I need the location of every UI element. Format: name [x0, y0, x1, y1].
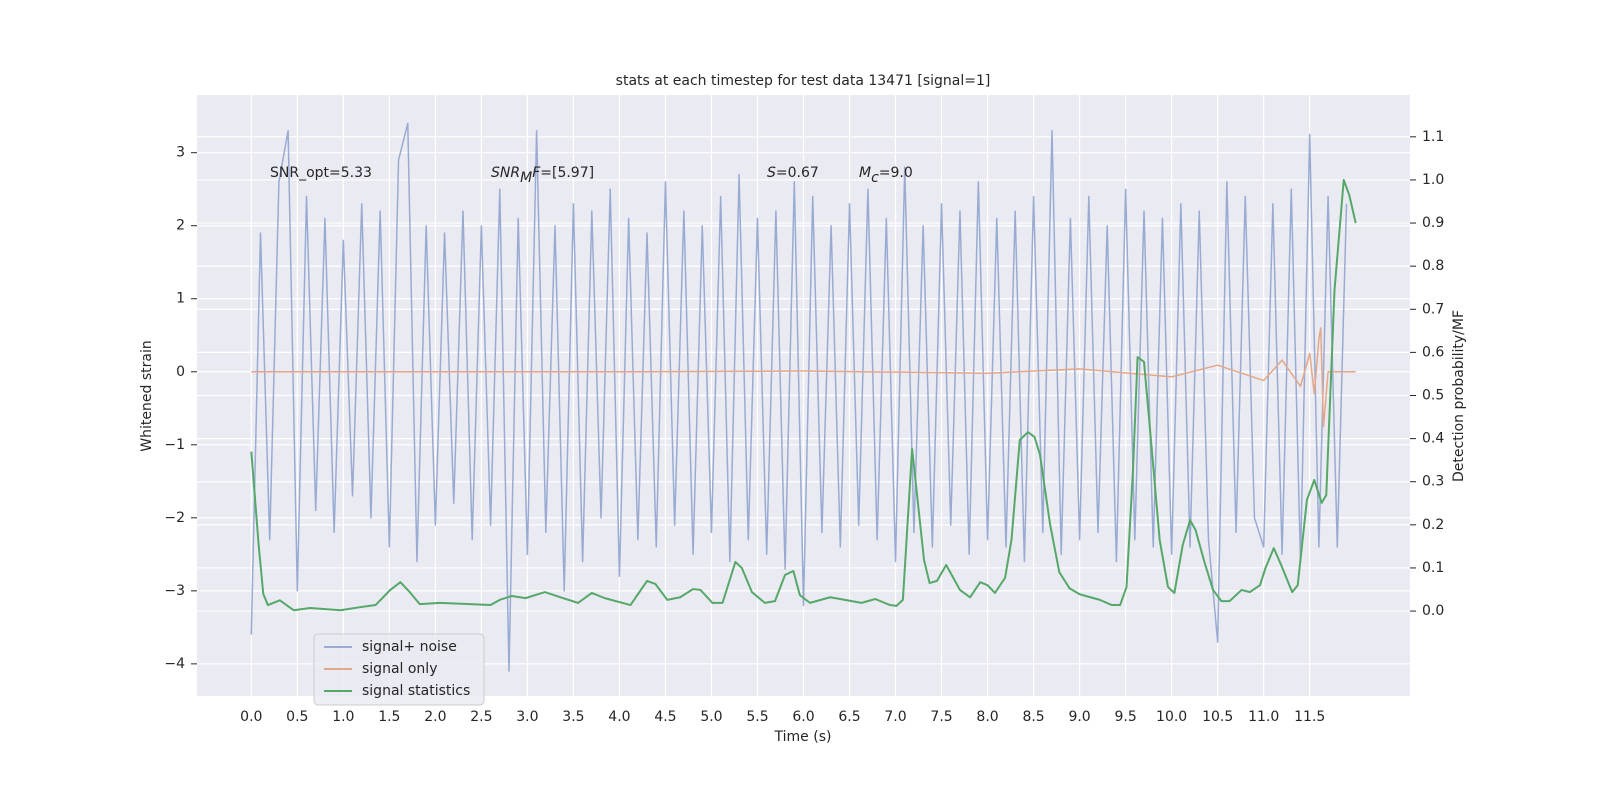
annotation: S=0.67 [767, 165, 819, 181]
y-tick-label: 0 [176, 364, 185, 380]
x-tick-label: 8.5 [1022, 709, 1044, 725]
y2-tick-label: 0.5 [1422, 388, 1444, 404]
x-tick-label: 1.5 [378, 709, 400, 725]
annotation: SNRMF=[5.97] [491, 165, 594, 186]
x-tick-label: 4.0 [608, 709, 630, 725]
x-tick-label: 0.0 [240, 709, 262, 725]
y2-tick-label: 0.3 [1422, 474, 1444, 490]
legend-box [313, 633, 485, 706]
x-axis-label: Time (s) [774, 729, 832, 745]
chart-title: stats at each timestep for test data 134… [616, 73, 991, 89]
annotation-part: SNR_opt=5.33 [270, 165, 372, 181]
annotation-part: c [871, 170, 879, 186]
y2-tick-label: 0.8 [1422, 258, 1444, 274]
x-tick-label: 2.5 [470, 709, 492, 725]
x-tick-label: 9.0 [1068, 709, 1090, 725]
x-tick-label: 9.5 [1114, 709, 1136, 725]
series-line [250, 122, 1348, 672]
y-tick-label: 2 [176, 218, 185, 234]
x-tick-label: 11.0 [1248, 709, 1279, 725]
x-tick-label: 7.5 [930, 709, 952, 725]
x-tick-label: 2.0 [424, 709, 446, 725]
y2-tick-label: 1.0 [1422, 172, 1444, 188]
y2-axis-label: Detection probability/MF [1451, 310, 1467, 482]
x-tick-label: 3.0 [516, 709, 538, 725]
y-tick-label: −1 [164, 437, 185, 453]
x-tick-label: 10.5 [1202, 709, 1233, 725]
y2-tick-label: 0.0 [1422, 603, 1444, 619]
y-tick-label: 1 [176, 291, 185, 307]
x-tick-label: 7.0 [884, 709, 906, 725]
y-tick-label: −2 [164, 510, 185, 526]
x-tick-label: 11.5 [1294, 709, 1325, 725]
x-tick-label: 6.5 [838, 709, 860, 725]
y2-tick-label: 0.1 [1422, 560, 1444, 576]
legend-label: signal statistics [362, 683, 470, 699]
annotation-part: SNR [491, 165, 520, 181]
x-tick-label: 5.5 [746, 709, 768, 725]
annotation-part: M [859, 165, 871, 181]
legend-label: signal only [362, 661, 437, 677]
annotation: Mc=9.0 [859, 165, 913, 186]
y-tick-label: −4 [164, 656, 185, 672]
y2-tick-label: 1.1 [1422, 129, 1444, 145]
y2-tick-label: 0.9 [1422, 215, 1444, 231]
x-tick-label: 1.0 [332, 709, 354, 725]
y-tick-label: 3 [176, 145, 185, 161]
y2-tick-label: 0.4 [1422, 431, 1444, 447]
annotation-part: M [520, 170, 532, 186]
annotation-part: S [767, 165, 776, 181]
y-axis-label: Whitened strain [139, 340, 155, 451]
x-tick-label: 10.0 [1156, 709, 1187, 725]
annotation-part: =0.67 [776, 165, 819, 181]
x-tick-label: 4.5 [654, 709, 676, 725]
annotation-part: F [532, 165, 541, 181]
annotation-part: =9.0 [879, 165, 913, 181]
y-tick-label: −3 [164, 583, 185, 599]
y2-tick-label: 0.7 [1422, 301, 1444, 317]
y2-tick-label: 0.6 [1422, 344, 1444, 360]
x-tick-label: 0.5 [286, 709, 308, 725]
annotation-part: =[5.97] [540, 165, 594, 181]
x-tick-label: 3.5 [562, 709, 584, 725]
series-line [251, 327, 1356, 428]
y2-tick-label: 0.2 [1422, 517, 1444, 533]
legend-label: signal+ noise [362, 639, 457, 655]
x-tick-label: 8.0 [976, 709, 998, 725]
series-line [250, 178, 1357, 612]
annotation: SNR_opt=5.33 [270, 165, 372, 181]
x-tick-label: 5.0 [700, 709, 722, 725]
x-tick-label: 6.0 [792, 709, 814, 725]
